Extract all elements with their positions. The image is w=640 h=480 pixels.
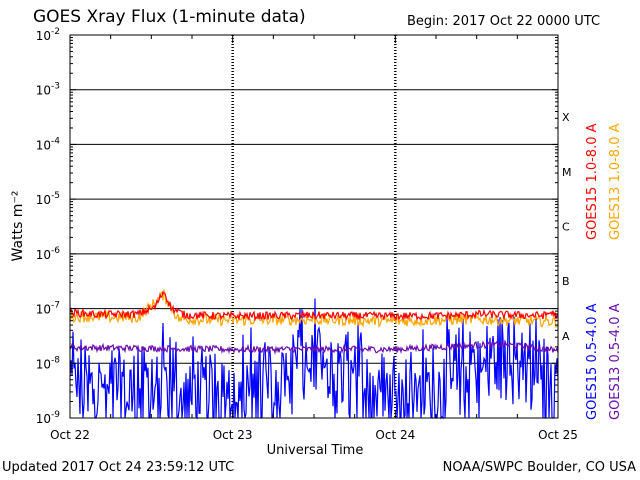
updated-timestamp: Updated 2017 Oct 24 23:59:12 UTC — [2, 460, 235, 475]
data-credit: NOAA/SWPC Boulder, CO USA — [442, 460, 636, 475]
y-tick-label: 10-7 — [36, 301, 60, 317]
y-tick-label: 10-9 — [36, 410, 61, 426]
chart-title: GOES Xray Flux (1-minute data) — [33, 7, 306, 27]
flare-class-label: B — [562, 275, 570, 288]
legend-entry: GOES15 1.0-8.0 A — [585, 123, 600, 240]
x-tick-label: Oct 24 — [375, 428, 415, 442]
x-tick-label: Oct 22 — [50, 428, 90, 442]
y-axis-label: Watts m⁻² — [10, 191, 26, 262]
y-tick-label: 10-4 — [36, 136, 61, 152]
axis-layer: 10-9 10-8 10-7 10-6 10-5 10-4 10-3 10-2 Oct 22 Oc… — [36, 27, 578, 442]
series-line — [69, 298, 559, 420]
y-tick-label: 10-8 — [36, 355, 61, 371]
legend: GOES15 1.0-8.0 A GOES13 1.0-8.0 A GOES15 0… — [585, 123, 623, 420]
y-tick-label: 10-3 — [36, 82, 60, 98]
series-line — [69, 339, 559, 355]
x-axis-label: Universal Time — [267, 443, 364, 458]
legend-entry: GOES13 0.5-4.0 A — [608, 303, 623, 420]
x-tick-label: Oct 25 — [538, 428, 578, 442]
legend-entry: GOES13 1.0-8.0 A — [608, 123, 623, 240]
flare-class-label: X — [562, 111, 570, 124]
flare-class-label: C — [562, 221, 570, 234]
y-tick-label: 10-2 — [36, 27, 60, 43]
flare-class-label: M — [562, 166, 572, 179]
series-line — [69, 291, 559, 322]
begin-time-label: Begin: 2017 Oct 22 0000 UTC — [407, 14, 601, 29]
legend-entry: GOES15 0.5-4.0 A — [585, 303, 600, 420]
y-tick-label: 10-6 — [36, 246, 61, 262]
x-tick-label: Oct 23 — [213, 428, 253, 442]
series-layer — [69, 289, 559, 420]
y-tick-label: 10-5 — [36, 191, 60, 207]
flare-class-label: A — [562, 330, 570, 343]
